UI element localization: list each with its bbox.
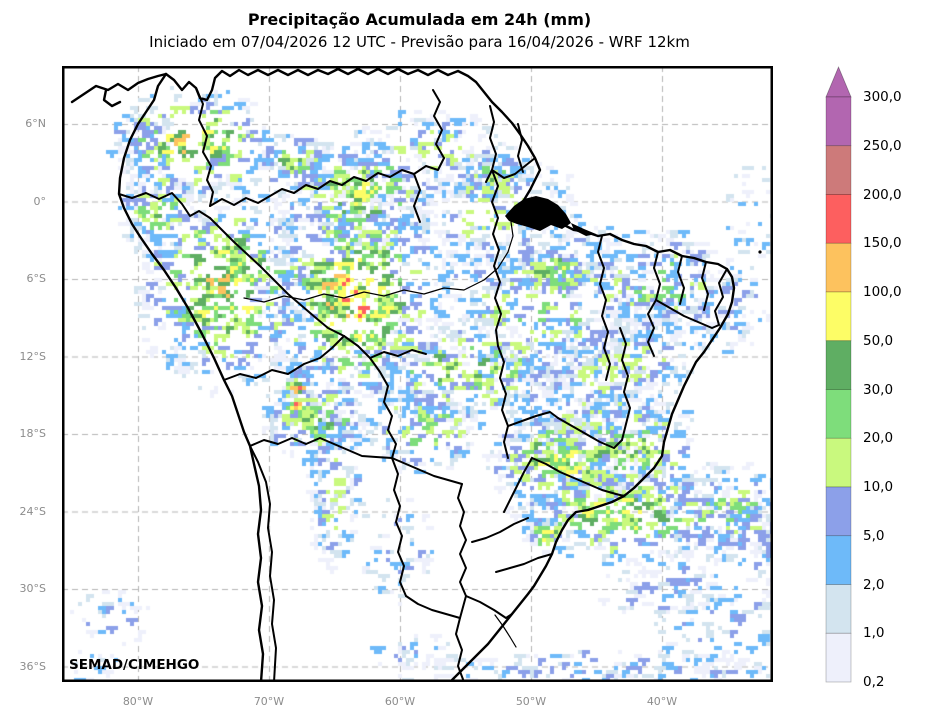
state-border bbox=[677, 255, 685, 305]
colorbar-tick-label: 20,0 bbox=[863, 430, 894, 447]
precipitation-raster-layer bbox=[62, 66, 773, 682]
state-border bbox=[413, 173, 421, 223]
colorbar-segment bbox=[825, 145, 852, 195]
colorbar-tick-label: 10,0 bbox=[863, 479, 894, 495]
amazon-delta bbox=[505, 196, 571, 231]
country-border bbox=[457, 483, 467, 597]
lat-tick-label: 30°S bbox=[19, 582, 46, 595]
lat-tick-label: 0° bbox=[33, 194, 47, 208]
colorbar-tick-label: 5,0 bbox=[863, 527, 885, 544]
country-border bbox=[405, 595, 467, 619]
map-title: Precipitação Acumulada em 24h (mm) bbox=[247, 10, 592, 29]
map-attribution: SEMAD/CIMEHGO bbox=[69, 657, 200, 673]
colorbar-segment bbox=[825, 486, 852, 537]
coastline bbox=[102, 88, 122, 108]
colorbar-segment bbox=[825, 389, 852, 439]
state-border bbox=[507, 411, 559, 427]
coastline bbox=[448, 222, 736, 682]
lat-tick-label: 18°S bbox=[19, 427, 46, 440]
lat-tick-label: 6°S bbox=[26, 272, 46, 285]
country-border bbox=[485, 105, 497, 183]
country-border bbox=[491, 157, 536, 179]
lat-tick-label: 36°S bbox=[19, 659, 46, 673]
colorbar-segment bbox=[825, 291, 852, 342]
coastline bbox=[117, 72, 265, 682]
colorbar-segment bbox=[825, 632, 852, 683]
colorbar-segment bbox=[825, 584, 852, 634]
country-border bbox=[465, 595, 513, 619]
map-subtitle: Iniciado em 07/04/2026 12 UTC - Previsão… bbox=[149, 33, 690, 51]
coastline bbox=[164, 67, 542, 220]
geography-layer bbox=[62, 66, 773, 682]
colorbar-tick-label: 30,0 bbox=[863, 381, 894, 398]
country-border bbox=[118, 192, 211, 219]
state-border bbox=[369, 349, 427, 359]
colorbar-tick-label: 1,0 bbox=[863, 625, 885, 642]
river bbox=[494, 614, 517, 648]
state-border bbox=[503, 457, 533, 513]
lon-tick-label: 80°W bbox=[122, 695, 154, 708]
country-border bbox=[455, 617, 465, 682]
country-border bbox=[223, 335, 345, 381]
map-panel: SEMAD/CIMEHGO bbox=[62, 66, 773, 682]
colorbar-segment bbox=[825, 437, 852, 488]
state-border bbox=[491, 169, 502, 347]
river bbox=[243, 221, 514, 303]
state-border bbox=[647, 299, 657, 357]
colorbar-over-arrow bbox=[825, 65, 852, 98]
colorbar-segment bbox=[825, 96, 852, 147]
state-border bbox=[531, 457, 625, 497]
colorbar-tick-label: 250,0 bbox=[863, 137, 902, 154]
state-border bbox=[653, 251, 661, 301]
lat-tick-label: 12°S bbox=[19, 349, 46, 363]
country-border bbox=[209, 217, 345, 337]
lon-tick-label: 40°W bbox=[646, 695, 678, 708]
lat-tick-label: 6°N bbox=[25, 117, 46, 130]
country-border bbox=[391, 457, 407, 597]
country-border bbox=[517, 123, 524, 173]
lon-tick-label: 60°W bbox=[384, 695, 416, 708]
colorbar-tick-label: 50,0 bbox=[863, 332, 894, 349]
map-frame bbox=[62, 66, 773, 682]
lon-tick-label: 70°W bbox=[253, 695, 285, 708]
colorbar-segment bbox=[825, 535, 852, 585]
colorbar-tick-label: 100,0 bbox=[863, 284, 902, 300]
lon-tick-label: 50°W bbox=[515, 695, 547, 708]
country-border bbox=[432, 89, 445, 159]
island-dot bbox=[758, 250, 762, 254]
state-border bbox=[597, 235, 611, 381]
country-border bbox=[391, 457, 463, 485]
colorbar-tick-label: 2,0 bbox=[863, 576, 885, 593]
state-border bbox=[471, 517, 529, 543]
state-border bbox=[557, 417, 623, 449]
state-border bbox=[714, 268, 728, 326]
lat-tick-label: 24°S bbox=[19, 504, 46, 518]
country-border bbox=[343, 335, 397, 459]
colorbar-tick-label: 200,0 bbox=[863, 186, 902, 203]
colorbar-segment bbox=[825, 242, 852, 293]
colorbar-tick-label: 150,0 bbox=[863, 235, 902, 252]
country-border bbox=[249, 437, 393, 459]
state-border bbox=[655, 299, 720, 329]
state-border bbox=[619, 327, 631, 441]
colorbar-segment bbox=[825, 194, 852, 244]
amazon-delta bbox=[571, 223, 596, 236]
country-border bbox=[209, 157, 445, 207]
state-border bbox=[495, 553, 553, 573]
colorbar-tick-label: 300,0 bbox=[863, 89, 902, 105]
colorbar-tick-label: 0,2 bbox=[863, 674, 885, 690]
state-border bbox=[497, 345, 509, 459]
country-border bbox=[249, 445, 277, 682]
state-border bbox=[701, 261, 709, 311]
country-border bbox=[195, 87, 214, 207]
colorbar-segment bbox=[825, 340, 852, 390]
coastline bbox=[70, 72, 168, 104]
